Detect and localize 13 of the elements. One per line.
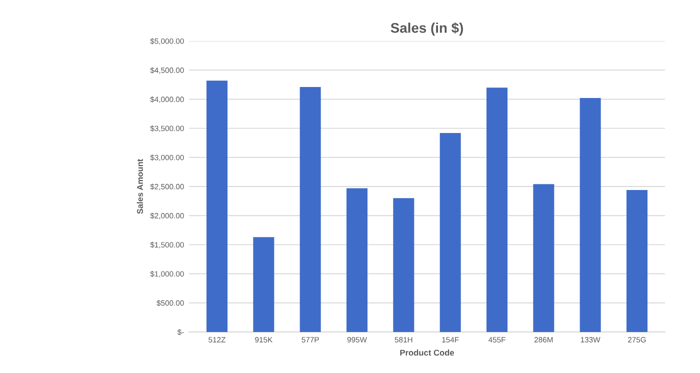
bar bbox=[533, 184, 554, 332]
bar bbox=[206, 80, 228, 332]
bar bbox=[346, 188, 368, 332]
y-axis-title: Sales Amount bbox=[136, 158, 143, 214]
bar bbox=[300, 87, 321, 332]
bar bbox=[580, 98, 601, 332]
x-axis-title: Product Code bbox=[400, 350, 454, 356]
chart-title: Sales (in $) bbox=[390, 22, 463, 36]
bar bbox=[253, 237, 274, 332]
bar bbox=[440, 132, 461, 332]
bar bbox=[393, 198, 414, 332]
bar bbox=[486, 88, 508, 332]
bar bbox=[626, 190, 648, 332]
